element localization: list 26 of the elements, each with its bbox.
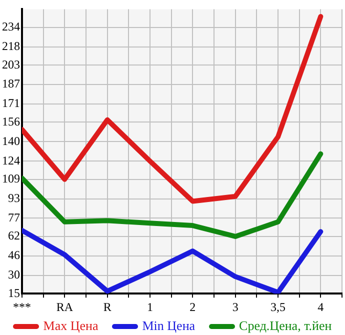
legend-label: Max Цена	[43, 318, 98, 334]
y-tick-label: 218	[2, 39, 20, 54]
x-tick-label: RA	[56, 300, 74, 314]
legend-label: Сред.Цена, т.йен	[239, 318, 332, 334]
y-tick-label: 140	[2, 134, 20, 148]
y-tick-label: 30	[8, 268, 20, 282]
y-tick-label: 46	[8, 248, 20, 262]
x-tick-label: 3,5	[270, 300, 286, 314]
y-tick-label: 203	[2, 57, 20, 72]
y-tick-label: 93	[8, 190, 20, 205]
y-tick-label: 15	[8, 286, 20, 300]
y-tick-label: 187	[2, 76, 20, 91]
y-tick-label: 77	[8, 210, 20, 224]
y-tick-label: 171	[2, 96, 20, 110]
x-tick-label: 2	[190, 300, 196, 314]
y-tick-label: 109	[2, 172, 20, 186]
x-tick-label: 3	[232, 300, 238, 314]
legend-label: Min Цена	[142, 318, 196, 334]
y-tick-label: 156	[2, 114, 20, 128]
x-tick-label: 1	[147, 300, 153, 314]
x-tick-label: R	[103, 300, 112, 314]
x-tick-label: ***	[13, 300, 31, 314]
x-tick-label: 4	[318, 300, 324, 314]
y-tick-label: 124	[2, 153, 20, 168]
y-tick-label: 234	[2, 20, 20, 34]
y-tick-label: 62	[8, 228, 20, 243]
